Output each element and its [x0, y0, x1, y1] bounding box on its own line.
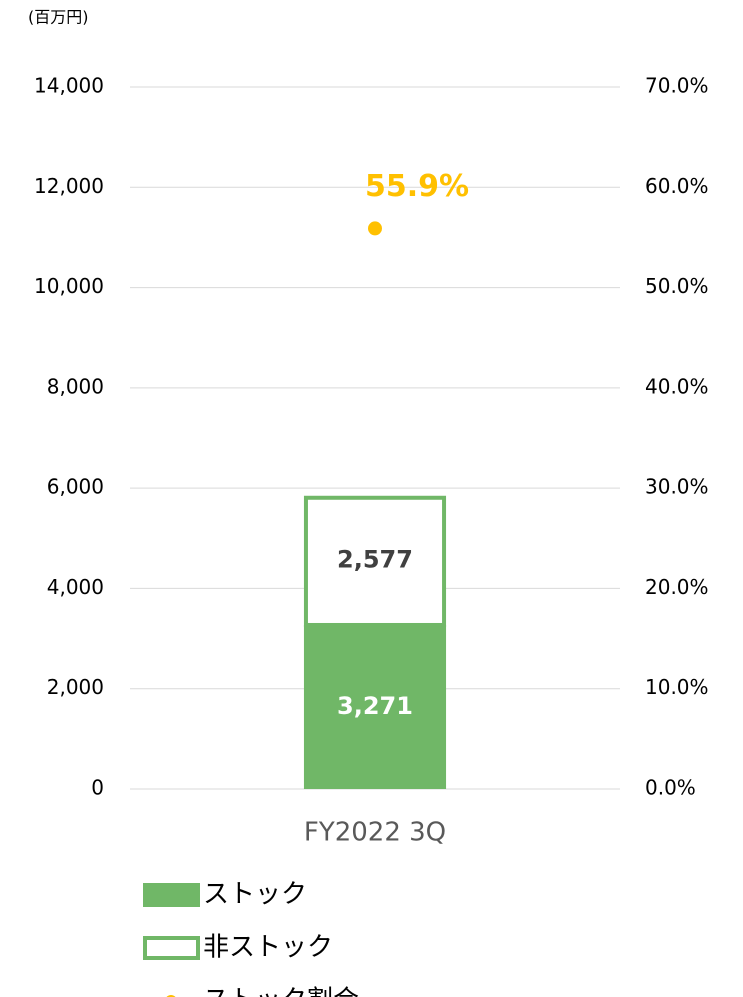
y-tick-label: 4,000	[47, 575, 104, 599]
bar-segment	[303, 495, 447, 627]
y2-tick-label: 20.0%	[645, 575, 709, 599]
bar-segment	[303, 624, 447, 789]
data-label: 55.9%	[365, 169, 469, 204]
legend-label: ストック割合	[203, 986, 359, 997]
y2-tick-label: 40.0%	[645, 374, 709, 398]
line-point	[368, 221, 382, 236]
y2-tick-label: 30.0%	[645, 475, 709, 499]
y-tick-label: 10,000	[34, 274, 104, 298]
legend-swatch	[143, 883, 200, 907]
y-tick-label: 14,000	[34, 74, 104, 98]
x-tick-label: FY2022 3Q	[304, 818, 446, 848]
y-tick-label: 0	[91, 776, 104, 800]
data-label: 2,577	[337, 545, 413, 573]
legend-label: 非ストック	[203, 933, 333, 963]
y2-tick-label: 0.0%	[645, 776, 696, 800]
y-tick-label: 6,000	[47, 475, 104, 499]
y-tick-label: 8,000	[47, 374, 104, 398]
y2-tick-label: 10.0%	[645, 675, 709, 699]
page-number: 15	[680, 990, 741, 997]
y2-tick-label: 50.0%	[645, 274, 709, 298]
y2-tick-label: 60.0%	[645, 174, 709, 198]
unit-label: (百万円)	[28, 8, 89, 27]
y-tick-label: 2,000	[47, 675, 104, 699]
y-tick-label: 12,000	[34, 174, 104, 198]
legend-label: ストック	[203, 880, 307, 910]
y2-tick-label: 70.0%	[645, 74, 709, 98]
data-label: 3,271	[337, 692, 413, 720]
legend-swatch	[143, 936, 200, 960]
